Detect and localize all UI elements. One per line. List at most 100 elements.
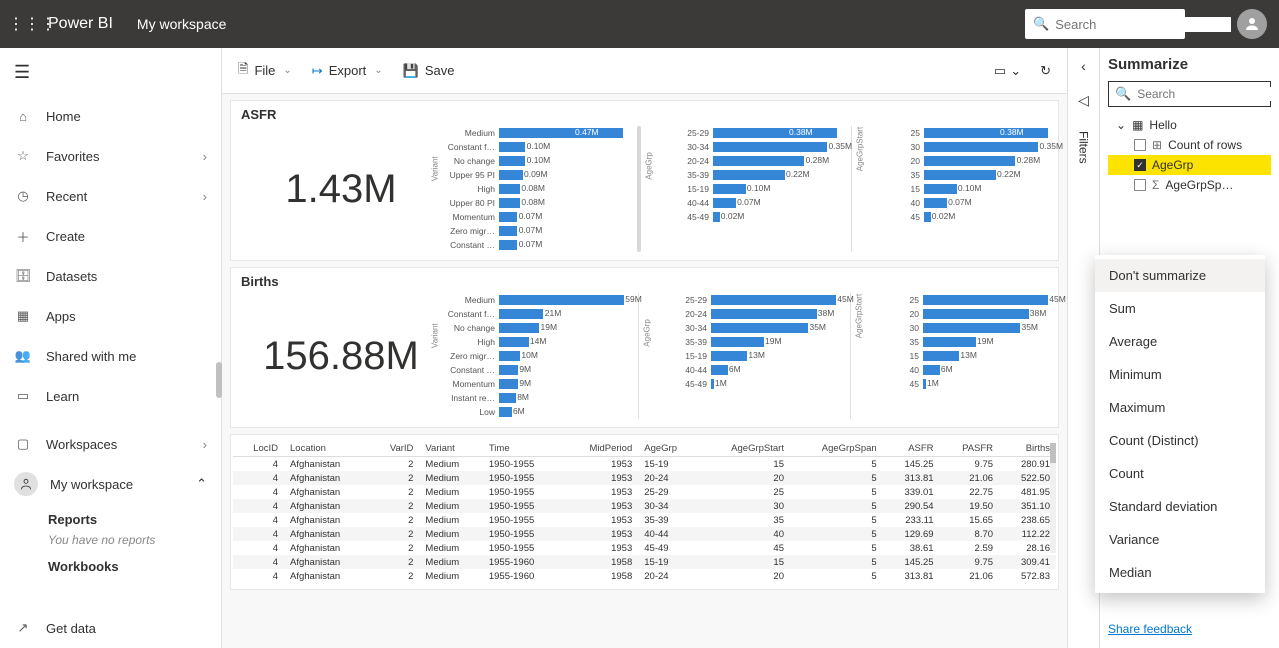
save-button[interactable]: 💾 Save [395, 59, 463, 83]
table-header[interactable]: AgeGrpStart [700, 441, 790, 457]
menu-item[interactable]: Sum [1095, 292, 1265, 325]
data-table-card[interactable]: LocIDLocationVarIDVariantTimeMidPeriodAg… [230, 434, 1059, 590]
bar-row[interactable]: Medium0.47M [441, 126, 623, 139]
field-search[interactable]: 🔍 [1108, 81, 1271, 107]
bar-row[interactable]: 20-2438M [653, 307, 836, 320]
table-header[interactable]: Time [483, 441, 563, 457]
table-header[interactable]: AgeGrpSpan [790, 441, 883, 457]
bar-row[interactable]: 150.10M [866, 182, 1048, 195]
bar-row[interactable]: Constant …9M [441, 363, 624, 376]
table-header[interactable]: Births [999, 441, 1056, 457]
nav-item-recent[interactable]: ◷Recent› [0, 176, 221, 216]
table-header[interactable]: VarID [370, 441, 419, 457]
bar-row[interactable]: High0.08M [441, 182, 623, 195]
bar-row[interactable]: Low6M [441, 405, 624, 418]
bar-row[interactable]: 25-2945M [653, 293, 836, 306]
more-icon[interactable]: ⋯ [1185, 14, 1237, 35]
menu-item[interactable]: Standard deviation [1095, 490, 1265, 523]
my-workspace-row[interactable]: My workspace ⌃ [0, 464, 221, 504]
bar-row[interactable]: 451M [865, 377, 1048, 390]
nav-item-favorites[interactable]: ☆Favorites› [0, 136, 221, 176]
menu-item[interactable]: Average [1095, 325, 1265, 358]
table-header[interactable]: MidPeriod [562, 441, 638, 457]
app-launcher-icon[interactable]: ⋮⋮⋮ [8, 14, 40, 34]
bar-chart[interactable]: AgeGrpStart250.38M300.35M200.28M350.22M1… [866, 126, 1048, 252]
nav-collapse-icon[interactable]: ☰ [14, 62, 30, 83]
bar-row[interactable]: 2038M [865, 307, 1048, 320]
table-header[interactable]: PASFR [940, 441, 1000, 457]
bar-row[interactable]: Momentum9M [441, 377, 624, 390]
bar-row[interactable]: Constant f…0.10M [441, 140, 623, 153]
bar-row[interactable]: Upper 95 PI0.09M [441, 168, 623, 181]
tree-field-row[interactable]: ⊞Count of rows [1108, 135, 1271, 155]
bar-row[interactable]: 30-340.35M [655, 140, 837, 153]
tree-field-row[interactable]: ✓AgeGrp [1108, 155, 1271, 175]
bar-row[interactable]: 30-3435M [653, 321, 836, 334]
menu-item[interactable]: Maximum [1095, 391, 1265, 424]
bar-row[interactable]: Zero migr…10M [441, 349, 624, 362]
bar-row[interactable]: Instant re…8M [441, 391, 624, 404]
bar-row[interactable]: 250.38M [866, 126, 1048, 139]
bar-row[interactable]: Zero migr…0.07M [441, 224, 623, 237]
bar-row[interactable]: 40-446M [653, 363, 836, 376]
bar-row[interactable]: No change0.10M [441, 154, 623, 167]
view-mode-button[interactable]: ▭ ⌄ [987, 58, 1028, 84]
export-menu[interactable]: ↦ Export ⌄ [304, 59, 391, 83]
bar-row[interactable]: 45-490.02M [655, 210, 837, 223]
table-row[interactable]: 4Afghanistan2Medium1950-1955195315-19155… [233, 457, 1056, 472]
tree-table-row[interactable]: ⌄▦Hello [1108, 115, 1271, 135]
bar-chart[interactable]: VariantMedium0.47MConstant f…0.10MNo cha… [441, 126, 623, 252]
field-checkbox[interactable]: ✓ [1134, 159, 1146, 171]
menu-item[interactable]: Count [1095, 457, 1265, 490]
bar-row[interactable]: Medium59M [441, 293, 624, 306]
table-scrollbar[interactable] [1050, 443, 1056, 553]
table-row[interactable]: 4Afghanistan2Medium1955-1960195820-24205… [233, 569, 1056, 583]
file-menu[interactable]: 🗎 File ⌄ [230, 56, 300, 86]
bar-row[interactable]: 406M [865, 363, 1048, 376]
bar-chart[interactable]: AgeGrp25-290.38M30-340.35M20-240.28M35-3… [655, 126, 837, 252]
table-header[interactable]: AgeGrp [638, 441, 700, 457]
bar-row[interactable]: Constant …0.07M [441, 238, 623, 251]
menu-item[interactable]: Median [1095, 556, 1265, 589]
bar-row[interactable]: Upper 80 PI0.08M [441, 196, 623, 209]
table-row[interactable]: 4Afghanistan2Medium1950-1955195340-44405… [233, 527, 1056, 541]
refresh-button[interactable]: ↻ [1032, 59, 1059, 83]
nav-item-home[interactable]: ⌂Home [0, 96, 221, 136]
bar-row[interactable]: Constant f…21M [441, 307, 624, 320]
bar-row[interactable]: 3519M [865, 335, 1048, 348]
nav-item-create[interactable]: ＋Create [0, 216, 221, 256]
nav-item-apps[interactable]: ▦Apps [0, 296, 221, 336]
bar-row[interactable]: 350.22M [866, 168, 1048, 181]
field-search-input[interactable] [1137, 87, 1279, 101]
bar-row[interactable]: 15-1913M [653, 349, 836, 362]
get-data-row[interactable]: ↗ Get data [0, 608, 221, 648]
menu-item[interactable]: Minimum [1095, 358, 1265, 391]
bar-row[interactable]: 35-3919M [653, 335, 836, 348]
bar-row[interactable]: 15-190.10M [655, 182, 837, 195]
global-search[interactable]: 🔍 [1025, 9, 1185, 39]
nav-item-shared-with-me[interactable]: 👥Shared with me [0, 336, 221, 376]
filters-label[interactable]: Filters [1077, 131, 1091, 164]
field-checkbox[interactable] [1134, 179, 1146, 191]
bar-row[interactable]: 40-440.07M [655, 196, 837, 209]
asfr-card[interactable]: ASFR 1.43M VariantMedium0.47MConstant f…… [230, 100, 1059, 261]
bar-row[interactable]: 2545M [865, 293, 1048, 306]
data-table[interactable]: LocIDLocationVarIDVariantTimeMidPeriodAg… [233, 441, 1056, 583]
nav-item-datasets[interactable]: 🗄Datasets [0, 256, 221, 296]
bar-row[interactable]: 35-390.22M [655, 168, 837, 181]
workspaces-row[interactable]: ▢ Workspaces › [0, 424, 221, 464]
bar-row[interactable]: 200.28M [866, 154, 1048, 167]
bar-row[interactable]: 450.02M [866, 210, 1048, 223]
tree-field-row[interactable]: ΣAgeGrpSp… [1108, 175, 1271, 195]
births-card[interactable]: Births 156.88M VariantMedium59MConstant … [230, 267, 1059, 428]
table-row[interactable]: 4Afghanistan2Medium1950-1955195330-34305… [233, 499, 1056, 513]
table-row[interactable]: 4Afghanistan2Medium1950-1955195345-49455… [233, 541, 1056, 555]
bar-row[interactable]: Momentum0.07M [441, 210, 623, 223]
bar-row[interactable]: 25-290.38M [655, 126, 837, 139]
avatar[interactable] [1237, 9, 1267, 39]
bar-row[interactable]: 300.35M [866, 140, 1048, 153]
collapse-pane-icon[interactable]: ‹ [1081, 58, 1086, 74]
table-row[interactable]: 4Afghanistan2Medium1950-1955195335-39355… [233, 513, 1056, 527]
bookmark-icon[interactable]: ◁ [1078, 92, 1089, 109]
bar-chart[interactable]: VariantMedium59MConstant f…21MNo change1… [441, 293, 624, 419]
